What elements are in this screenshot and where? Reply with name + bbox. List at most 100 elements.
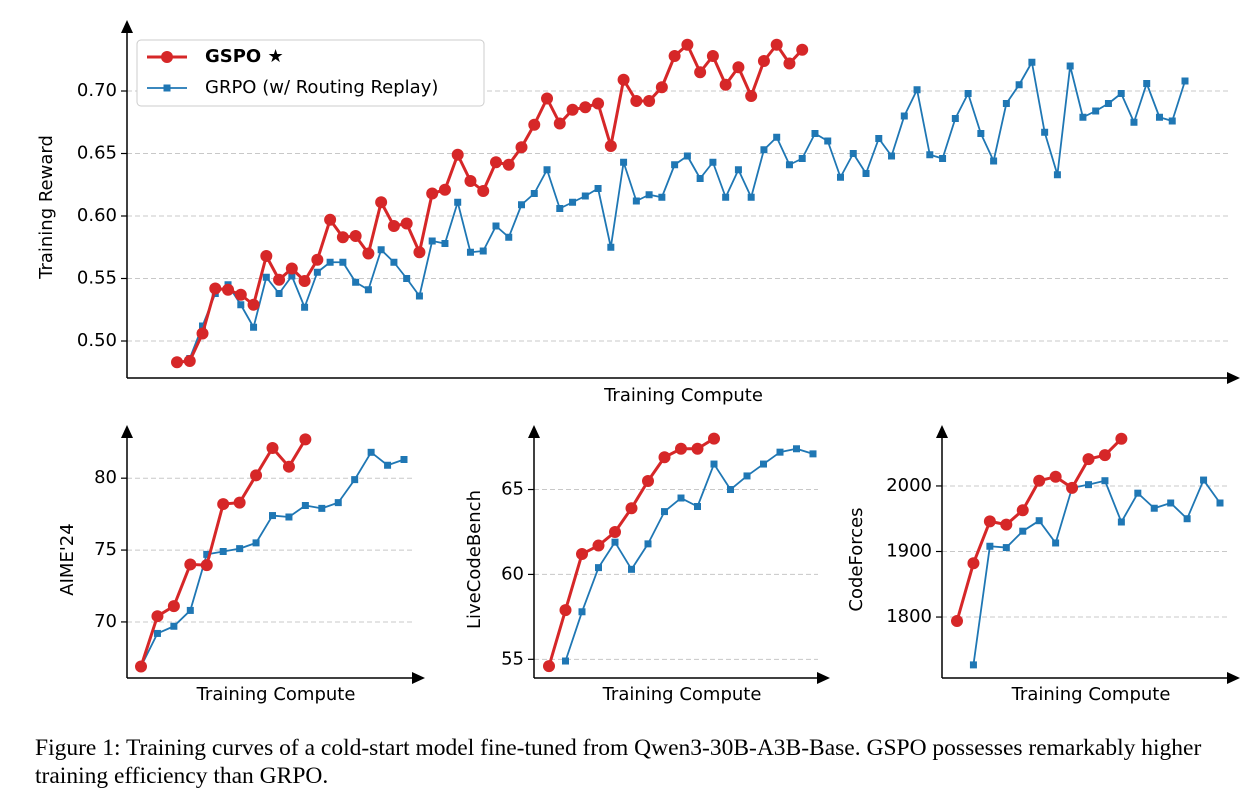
- point: [326, 258, 334, 266]
- point: [1049, 470, 1062, 483]
- point: [135, 660, 147, 673]
- point: [1117, 518, 1125, 526]
- y-axis-label: Training Reward: [36, 135, 57, 280]
- point: [1183, 515, 1191, 523]
- point: [543, 166, 551, 174]
- point: [745, 90, 758, 102]
- point: [1016, 504, 1029, 517]
- point: [282, 460, 295, 473]
- point: [400, 217, 413, 230]
- point: [1101, 477, 1109, 485]
- point: [183, 355, 196, 367]
- y-axis-label: AIME'24: [57, 523, 78, 595]
- point: [247, 298, 260, 311]
- series-line: [972, 479, 1221, 666]
- y-axis-arrow: [121, 20, 133, 33]
- point: [1200, 476, 1208, 484]
- point: [1150, 504, 1158, 512]
- point: [760, 460, 767, 468]
- point: [592, 97, 605, 110]
- y-tick-label: 0.60: [77, 205, 117, 226]
- point: [489, 156, 502, 169]
- point: [642, 475, 654, 488]
- point: [428, 237, 436, 245]
- point: [644, 540, 652, 548]
- point: [727, 486, 734, 494]
- point: [796, 43, 809, 56]
- point: [269, 512, 276, 520]
- point: [301, 502, 309, 509]
- point: [415, 292, 423, 300]
- point: [479, 247, 487, 255]
- point: [273, 273, 286, 286]
- y-tick-label: 75: [94, 539, 117, 560]
- point: [581, 192, 589, 200]
- point: [336, 231, 349, 244]
- point: [349, 230, 362, 242]
- point: [219, 548, 227, 555]
- point: [671, 161, 679, 169]
- figure: 0.50 0.55 0.60 0.65 0.70 Training Compute Trai…: [36, 20, 1240, 705]
- point: [186, 606, 194, 614]
- point: [862, 170, 870, 177]
- y-tick-label: 2000: [886, 475, 932, 496]
- point: [1167, 499, 1175, 507]
- point: [824, 137, 832, 145]
- point: [250, 469, 263, 482]
- point: [454, 198, 462, 206]
- point: [1130, 118, 1138, 126]
- point: [1041, 128, 1049, 136]
- point: [628, 565, 635, 573]
- point: [675, 442, 687, 455]
- point: [237, 301, 245, 309]
- point: [773, 133, 781, 141]
- point: [252, 539, 260, 547]
- point: [706, 50, 719, 62]
- legend-label: GSPO ★: [205, 46, 284, 67]
- point: [1117, 90, 1125, 97]
- point: [951, 115, 959, 122]
- point: [836, 173, 844, 181]
- y-tick-label: 0.65: [77, 143, 117, 164]
- point: [1066, 481, 1079, 494]
- point: [528, 118, 541, 131]
- point: [199, 322, 207, 330]
- y-axis-arrow: [528, 425, 540, 438]
- y-tick-label: 0.55: [77, 268, 117, 289]
- point: [658, 193, 666, 201]
- point: [696, 175, 704, 182]
- point: [562, 657, 569, 665]
- point: [1134, 489, 1142, 497]
- point: [977, 130, 985, 137]
- point: [743, 472, 751, 480]
- series-line: [955, 437, 1123, 622]
- point: [171, 356, 183, 369]
- y-tick-label: 55: [501, 648, 524, 669]
- point: [645, 191, 653, 199]
- point: [559, 604, 572, 617]
- point: [694, 503, 701, 511]
- point: [964, 90, 972, 97]
- point: [438, 183, 451, 196]
- point: [732, 61, 745, 74]
- point: [1085, 481, 1092, 489]
- y-tick-label: 60: [501, 563, 524, 584]
- point: [250, 323, 258, 331]
- point: [311, 253, 324, 266]
- point: [661, 508, 668, 516]
- point: [643, 95, 656, 107]
- point: [364, 286, 372, 294]
- point: [318, 504, 326, 512]
- point: [990, 157, 998, 165]
- point: [607, 243, 615, 251]
- point: [1019, 527, 1027, 535]
- point: [234, 288, 247, 301]
- point: [466, 248, 474, 256]
- point: [543, 660, 555, 673]
- y-axis-label: CodeForces: [846, 507, 867, 611]
- point: [875, 135, 883, 142]
- point: [299, 433, 312, 446]
- point: [783, 57, 796, 70]
- point: [233, 496, 246, 509]
